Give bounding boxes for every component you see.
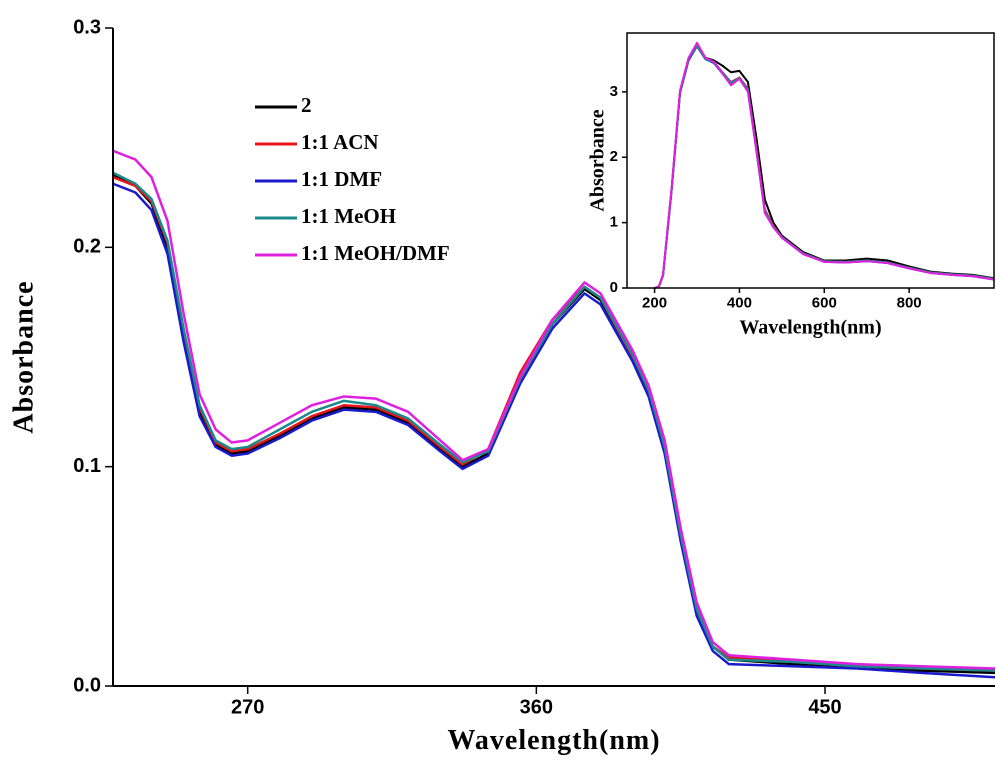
axis-frame: [626, 32, 995, 289]
y-tick-label: 3: [610, 83, 618, 100]
x-tick-label: 800: [897, 294, 922, 311]
y-tick-label: 1: [610, 214, 618, 231]
y-tick-label: 0.2: [73, 236, 101, 258]
legend-label: 1:1 ACN: [301, 130, 379, 154]
series-line: [112, 182, 996, 679]
y-axis-title: Absorbance: [8, 280, 39, 433]
x-tick-label: 600: [812, 294, 837, 311]
series-line: [112, 171, 996, 672]
legend-label: 1:1 MeOH/DMF: [301, 241, 450, 265]
y-tick-label: 0: [610, 279, 618, 296]
x-tick-label: 360: [520, 696, 553, 718]
x-tick-label: 200: [642, 294, 667, 311]
inset-background: [627, 33, 994, 288]
x-axis-title: Wavelength(nm): [447, 725, 660, 756]
y-tick-label: 0.0: [73, 674, 101, 696]
x-tick-label: 400: [727, 294, 752, 311]
x-tick-label: 450: [808, 696, 841, 718]
y-axis-title: Absorbance: [587, 109, 609, 211]
series-line: [654, 41, 995, 289]
x-tick-label: 270: [231, 696, 264, 718]
legend-label: 1:1 MeOH: [301, 204, 396, 228]
y-tick-label: 2: [610, 148, 618, 165]
legend-label: 1:1 DMF: [301, 167, 382, 191]
legend-label: 2: [301, 93, 312, 117]
x-axis-title: Wavelength(nm): [739, 317, 881, 339]
series-line: [112, 149, 996, 670]
y-tick-label: 0.3: [73, 16, 101, 38]
y-tick-label: 0.1: [73, 455, 101, 477]
